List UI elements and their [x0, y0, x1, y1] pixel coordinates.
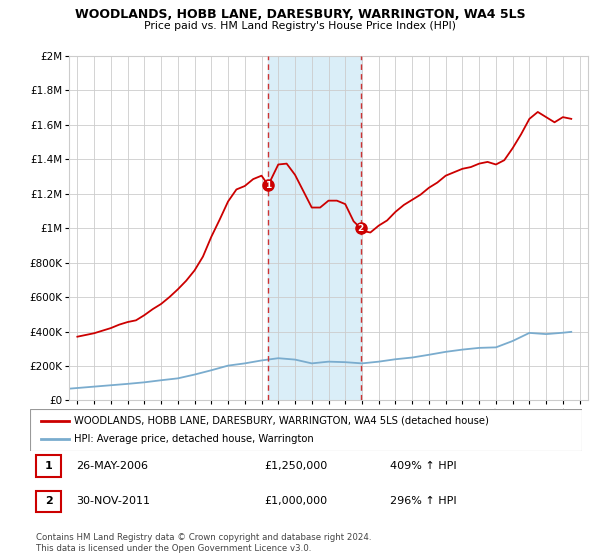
- Text: Price paid vs. HM Land Registry's House Price Index (HPI): Price paid vs. HM Land Registry's House …: [144, 21, 456, 31]
- Text: Contains HM Land Registry data © Crown copyright and database right 2024.
This d: Contains HM Land Registry data © Crown c…: [36, 533, 371, 553]
- Text: £1,000,000: £1,000,000: [264, 496, 327, 506]
- Text: 2: 2: [358, 223, 364, 233]
- FancyBboxPatch shape: [30, 409, 582, 451]
- Text: 2: 2: [45, 496, 52, 506]
- Text: £1,250,000: £1,250,000: [264, 461, 327, 471]
- Text: 1: 1: [265, 181, 271, 190]
- Text: 26-MAY-2006: 26-MAY-2006: [76, 461, 148, 471]
- Text: WOODLANDS, HOBB LANE, DARESBURY, WARRINGTON, WA4 5LS: WOODLANDS, HOBB LANE, DARESBURY, WARRING…: [74, 8, 526, 21]
- Text: 1: 1: [45, 461, 52, 471]
- Text: 409% ↑ HPI: 409% ↑ HPI: [390, 461, 457, 471]
- Text: 296% ↑ HPI: 296% ↑ HPI: [390, 496, 457, 506]
- Bar: [268, 56, 361, 400]
- Text: HPI: Average price, detached house, Warrington: HPI: Average price, detached house, Warr…: [74, 434, 314, 444]
- Text: 30-NOV-2011: 30-NOV-2011: [76, 496, 150, 506]
- Text: WOODLANDS, HOBB LANE, DARESBURY, WARRINGTON, WA4 5LS (detached house): WOODLANDS, HOBB LANE, DARESBURY, WARRING…: [74, 416, 489, 426]
